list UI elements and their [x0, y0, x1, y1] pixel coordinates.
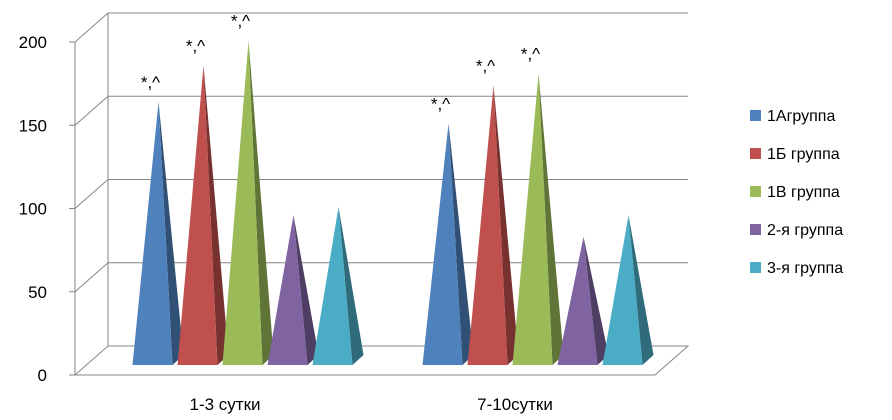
legend-swatch [750, 110, 761, 121]
legend-swatch [750, 224, 761, 235]
y-tick-label: 200 [19, 33, 47, 52]
legend-item: 1Агруппа [750, 108, 835, 125]
bar-annotation: *,^ [431, 95, 450, 114]
bar-front-face [557, 236, 598, 365]
bar-front-face [267, 215, 308, 365]
bar-front-face [467, 85, 508, 365]
legend-swatch [750, 148, 761, 159]
legend: 1Агруппа 1Б группа 1В группа 2-я группа 3-я … [750, 108, 843, 277]
bars [132, 40, 654, 366]
bar-annotation: *,^ [141, 73, 160, 92]
bar-5-2 [602, 215, 654, 365]
x-axis: 1-3 сутки 7-10сутки [189, 395, 552, 414]
annotations: *,^ *,^ *,^ *,^ *,^ *,^ [141, 11, 540, 113]
bar-1-2 [422, 123, 474, 365]
gridline [74, 12, 688, 43]
legend-label: 1Б группа [767, 146, 840, 163]
bar-side-face [248, 40, 274, 365]
bar-side-face [538, 73, 564, 365]
bar-front-face [512, 73, 553, 365]
bar-annotation: *,^ [231, 11, 250, 30]
y-tick-label: 50 [28, 283, 47, 302]
bar-annotation: *,^ [186, 36, 205, 55]
bar-side-face [158, 101, 184, 366]
chart-floor [73, 345, 690, 376]
x-tick-label: 7-10сутки [477, 395, 553, 414]
bar-side-face [628, 215, 654, 365]
floor-outline [73, 345, 690, 376]
y-axis: 0 50 100 150 200 [19, 33, 75, 385]
bar-4-1 [267, 215, 319, 365]
bar-4-2 [557, 236, 609, 365]
legend-item: 3-я группа [750, 260, 843, 277]
bar-side-face [293, 215, 319, 365]
bar-side-face [203, 65, 229, 366]
y-tick-label: 100 [19, 200, 47, 219]
bar-front-face [177, 65, 218, 366]
bar-side-face [493, 85, 519, 365]
legend-swatch [750, 262, 761, 273]
bar-front-face [422, 123, 463, 365]
legend-label: 3-я группа [767, 260, 843, 277]
bar-2-2 [467, 85, 519, 365]
bar-2-1 [177, 65, 229, 366]
bar-3-2 [512, 73, 564, 365]
legend-label: 1В группа [767, 184, 840, 201]
legend-item: 1Б группа [750, 146, 840, 163]
bar-front-face [132, 101, 173, 366]
bar-5-1 [312, 206, 364, 365]
legend-label: 1Агруппа [767, 108, 835, 125]
x-tick-label: 1-3 сутки [189, 395, 260, 414]
bar-1-1 [132, 101, 184, 366]
bar-3-1 [222, 40, 274, 365]
legend-label: 2-я группа [767, 222, 843, 239]
legend-item: 2-я группа [750, 222, 843, 239]
bar-front-face [312, 206, 353, 365]
bar-front-face [602, 215, 643, 365]
y-tick-label: 150 [19, 116, 47, 135]
bar-annotation: *,^ [476, 56, 495, 75]
legend-item: 1В группа [750, 184, 840, 201]
gridline [74, 95, 688, 126]
bar-side-face [338, 206, 364, 365]
legend-swatch [750, 186, 761, 197]
bar-side-face [448, 123, 474, 365]
bar-side-face [583, 236, 609, 365]
y-tick-label: 0 [38, 366, 47, 385]
bar-annotation: *,^ [521, 45, 540, 64]
bar-front-face [222, 40, 263, 365]
